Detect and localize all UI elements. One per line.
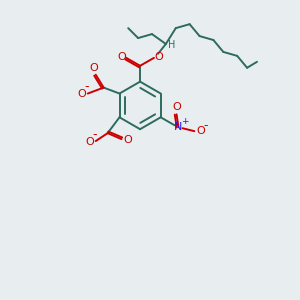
Text: -: - bbox=[85, 80, 89, 93]
Text: O: O bbox=[123, 135, 132, 145]
Text: N: N bbox=[174, 122, 183, 132]
Text: +: + bbox=[181, 117, 188, 126]
Text: O: O bbox=[89, 63, 98, 73]
Text: -: - bbox=[203, 119, 208, 132]
Text: O: O bbox=[196, 126, 205, 136]
Text: O: O bbox=[172, 102, 181, 112]
Text: O: O bbox=[154, 52, 163, 62]
Text: O: O bbox=[85, 137, 94, 147]
Text: -: - bbox=[92, 128, 97, 141]
Text: H: H bbox=[168, 40, 176, 50]
Text: O: O bbox=[77, 88, 86, 98]
Text: O: O bbox=[117, 52, 126, 62]
